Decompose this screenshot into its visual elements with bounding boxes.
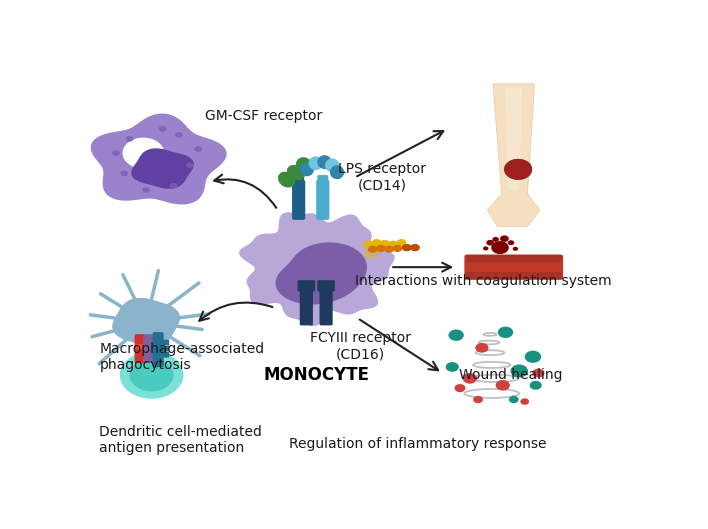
Text: Dendritic cell-mediated
antigen presentation: Dendritic cell-mediated antigen presenta… <box>99 425 263 455</box>
FancyBboxPatch shape <box>135 334 146 363</box>
FancyBboxPatch shape <box>317 175 329 185</box>
FancyBboxPatch shape <box>464 254 563 280</box>
FancyBboxPatch shape <box>163 346 169 351</box>
FancyBboxPatch shape <box>299 288 313 325</box>
Circle shape <box>402 244 411 251</box>
Ellipse shape <box>317 155 331 169</box>
Circle shape <box>473 396 483 403</box>
Text: Interactions with coagulation system: Interactions with coagulation system <box>355 275 612 288</box>
FancyBboxPatch shape <box>466 255 561 262</box>
Circle shape <box>120 351 183 399</box>
Circle shape <box>195 146 202 152</box>
FancyBboxPatch shape <box>143 334 154 363</box>
Circle shape <box>448 330 464 341</box>
Circle shape <box>525 351 541 363</box>
Circle shape <box>396 239 406 247</box>
Polygon shape <box>239 212 395 326</box>
Circle shape <box>112 150 120 156</box>
Circle shape <box>142 187 150 193</box>
Circle shape <box>392 245 402 252</box>
Text: FCYIII receptor
(CD16): FCYIII receptor (CD16) <box>309 332 411 362</box>
FancyBboxPatch shape <box>317 280 335 291</box>
Text: Macrophage-associated
phagocytosis: Macrophage-associated phagocytosis <box>99 342 265 372</box>
Circle shape <box>463 373 477 384</box>
FancyBboxPatch shape <box>292 180 305 220</box>
Ellipse shape <box>325 158 339 172</box>
Ellipse shape <box>128 309 166 336</box>
FancyBboxPatch shape <box>163 340 169 345</box>
Circle shape <box>388 241 398 248</box>
Ellipse shape <box>287 165 305 180</box>
FancyBboxPatch shape <box>297 280 315 291</box>
Circle shape <box>130 359 173 391</box>
Circle shape <box>508 240 514 245</box>
Text: Wound healing: Wound healing <box>459 368 563 382</box>
Text: Regulation of inflammatory response: Regulation of inflammatory response <box>289 437 547 451</box>
FancyBboxPatch shape <box>163 352 169 358</box>
Ellipse shape <box>299 162 314 176</box>
Circle shape <box>367 245 377 253</box>
Circle shape <box>122 138 164 169</box>
Circle shape <box>136 344 144 350</box>
Circle shape <box>376 245 386 252</box>
Circle shape <box>483 247 489 250</box>
Polygon shape <box>275 242 367 305</box>
Circle shape <box>186 162 194 168</box>
FancyBboxPatch shape <box>293 175 304 185</box>
FancyBboxPatch shape <box>319 288 333 325</box>
Text: LPS receptor
(CD14): LPS receptor (CD14) <box>338 162 426 193</box>
Polygon shape <box>131 148 194 189</box>
Circle shape <box>513 247 518 251</box>
FancyBboxPatch shape <box>153 332 164 367</box>
Polygon shape <box>91 114 227 205</box>
Circle shape <box>380 240 389 247</box>
Polygon shape <box>113 298 180 346</box>
FancyBboxPatch shape <box>466 272 561 279</box>
Circle shape <box>520 398 529 405</box>
Text: GM-CSF receptor: GM-CSF receptor <box>205 110 323 123</box>
Circle shape <box>446 362 459 372</box>
Circle shape <box>384 245 394 253</box>
Circle shape <box>363 241 373 248</box>
Circle shape <box>510 364 528 378</box>
Ellipse shape <box>278 171 295 187</box>
Circle shape <box>170 183 178 188</box>
Circle shape <box>175 132 183 138</box>
Polygon shape <box>506 88 522 190</box>
Circle shape <box>500 235 509 242</box>
Polygon shape <box>487 84 540 226</box>
Circle shape <box>509 396 519 403</box>
Circle shape <box>410 244 420 251</box>
Circle shape <box>120 171 128 176</box>
Circle shape <box>491 241 509 254</box>
Circle shape <box>455 384 465 392</box>
Circle shape <box>498 326 513 338</box>
Circle shape <box>532 369 544 378</box>
Circle shape <box>492 237 499 242</box>
Circle shape <box>126 136 134 142</box>
Circle shape <box>475 343 489 353</box>
Text: MONOCYTE: MONOCYTE <box>263 366 369 384</box>
Circle shape <box>159 126 166 132</box>
Circle shape <box>486 240 494 245</box>
Ellipse shape <box>330 166 344 179</box>
Circle shape <box>504 159 532 179</box>
Polygon shape <box>113 298 180 346</box>
Circle shape <box>372 239 382 247</box>
Circle shape <box>496 380 510 390</box>
Ellipse shape <box>296 157 312 174</box>
Ellipse shape <box>309 157 323 170</box>
FancyBboxPatch shape <box>316 180 329 220</box>
Circle shape <box>530 381 542 390</box>
